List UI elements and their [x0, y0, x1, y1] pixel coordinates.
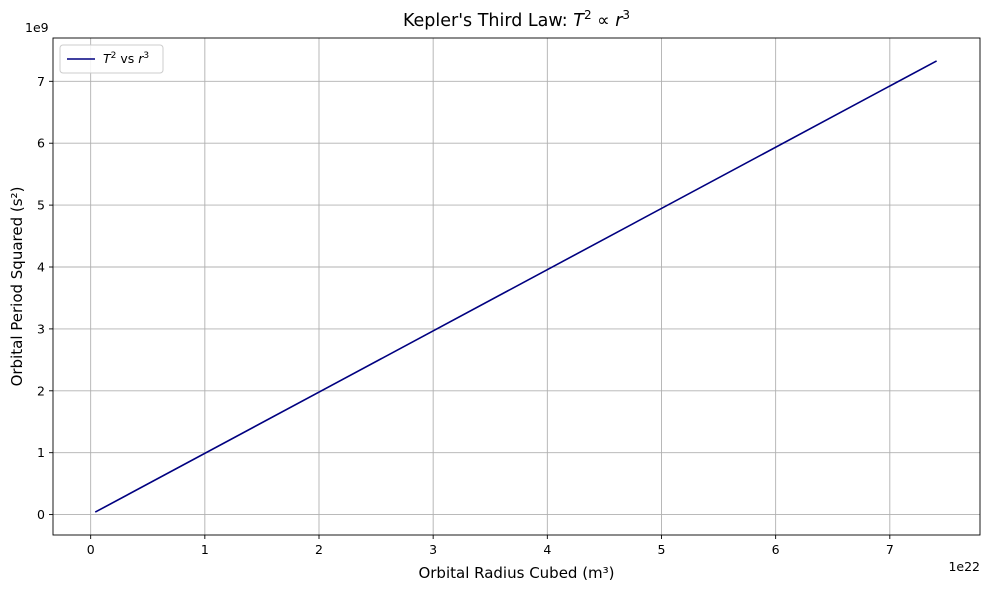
y-tick-label: 6	[37, 136, 45, 151]
y-tick-label: 4	[37, 260, 45, 275]
y-tick-label: 3	[37, 321, 45, 336]
x-tick-label: 4	[543, 542, 551, 557]
x-tick-label: 3	[429, 542, 437, 557]
legend-label: T2 vs r3	[103, 51, 149, 66]
y-tick-label: 2	[37, 383, 45, 398]
title-math-exp-1: 2	[584, 8, 592, 22]
title-math-r: r	[615, 11, 624, 31]
x-axis-label: Orbital Radius Cubed (m³)	[418, 564, 614, 582]
y-axis-label: Orbital Period Squared (s²)	[8, 187, 26, 387]
x-tick-label: 0	[87, 542, 95, 557]
grid	[53, 38, 980, 535]
legend: T2 vs r3	[59, 44, 164, 74]
x-tick-label: 2	[315, 542, 323, 557]
axes-frame	[52, 37, 981, 536]
chart-title: Kepler's Third Law: T2 ∝ r3	[403, 8, 630, 31]
x-axis-offset-label: 1e22	[948, 559, 980, 574]
legend-box	[59, 44, 164, 74]
y-tick-label: 7	[37, 74, 45, 89]
series-layer	[94, 60, 937, 513]
title-math-prop: ∝	[592, 11, 616, 31]
x-tick-label: 5	[658, 542, 666, 557]
x-tick-label: 7	[886, 542, 894, 557]
y-tick-label: 5	[37, 198, 45, 213]
x-tick-label: 1	[201, 542, 209, 557]
y-tick-label: 0	[37, 507, 45, 522]
x-tick-label: 6	[772, 542, 780, 557]
title-math-T: T	[573, 11, 585, 31]
ticks: 0 1 2 3 4 5 6 7 0 1 2 3 4 5 6 7	[37, 74, 894, 557]
series-line	[94, 60, 937, 513]
title-text: Kepler's Third Law:	[403, 11, 573, 31]
title-math-exp-2: 3	[622, 8, 630, 22]
y-tick-label: 1	[37, 445, 45, 460]
y-axis-offset-label: 1e9	[25, 20, 49, 35]
